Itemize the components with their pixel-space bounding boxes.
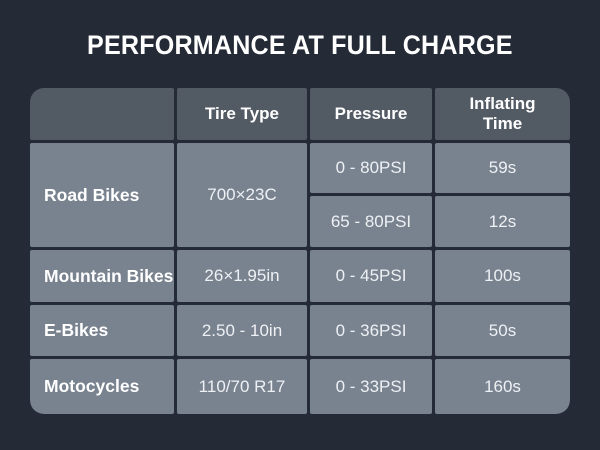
row-mountain-bikes-pressure: 0 - 45PSI bbox=[310, 250, 432, 302]
row-mountain-bikes-tire-type: 26×1.95in bbox=[177, 250, 307, 302]
row-road-bikes-tire-type: 700×23C bbox=[177, 143, 307, 247]
row-motocycles-tire-type: 110/70 R17 bbox=[177, 359, 307, 414]
row-e-bikes-label: E-Bikes bbox=[30, 305, 174, 356]
row-e-bikes-tire-type: 2.50 - 10in bbox=[177, 305, 307, 356]
row-motocycles-pressure: 0 - 33PSI bbox=[310, 359, 432, 414]
row-mountain-bikes-label: Mountain Bikes bbox=[30, 250, 174, 302]
page-title-text: PERFORMANCE AT FULL CHARGE bbox=[87, 30, 513, 60]
page-title: PERFORMANCE AT FULL CHARGE bbox=[0, 30, 600, 61]
row-road-bikes-pressure-2: 65 - 80PSI bbox=[310, 196, 432, 247]
header-tire-type: Tire Type bbox=[177, 88, 307, 140]
header-pressure: Pressure bbox=[310, 88, 432, 140]
row-e-bikes-time: 50s bbox=[435, 305, 570, 356]
row-motocycles-label: Motocycles bbox=[30, 359, 174, 414]
header-inflating-time-text: Inflating Time bbox=[469, 93, 536, 133]
header-empty-cell bbox=[30, 88, 174, 140]
performance-table: Tire Type Pressure Inflating Time Road B… bbox=[30, 88, 570, 414]
row-road-bikes-pressure-1: 0 - 80PSI bbox=[310, 143, 432, 193]
row-road-bikes-time-2: 12s bbox=[435, 196, 570, 247]
row-mountain-bikes-time: 100s bbox=[435, 250, 570, 302]
header-inflating-time: Inflating Time bbox=[435, 88, 570, 140]
row-motocycles-time: 160s bbox=[435, 359, 570, 414]
row-road-bikes-label: Road Bikes bbox=[30, 143, 174, 247]
row-road-bikes-time-1: 59s bbox=[435, 143, 570, 193]
row-e-bikes-pressure: 0 - 36PSI bbox=[310, 305, 432, 356]
